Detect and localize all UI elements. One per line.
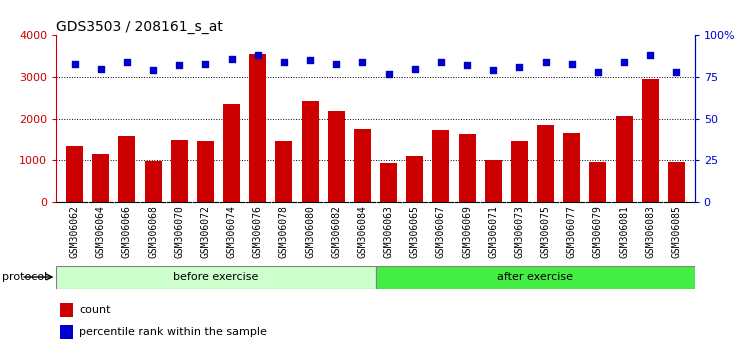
Point: [68, 61, 80, 67]
Point: [225, 56, 237, 62]
Bar: [59, 325, 73, 339]
Point: [592, 69, 604, 75]
Text: GSM306062: GSM306062: [70, 205, 80, 258]
Point: [671, 69, 683, 75]
Text: GSM306063: GSM306063: [384, 205, 394, 258]
Bar: [276, 142, 292, 202]
Point: [487, 68, 499, 73]
Text: GSM306073: GSM306073: [514, 205, 524, 258]
Bar: [354, 130, 371, 202]
Point: [173, 63, 185, 68]
Bar: [511, 142, 528, 202]
Point: [382, 71, 394, 76]
Bar: [197, 141, 214, 202]
Bar: [119, 136, 135, 202]
Bar: [376, 266, 695, 289]
Bar: [223, 104, 240, 202]
Text: GDS3503 / 208161_s_at: GDS3503 / 208161_s_at: [56, 21, 223, 34]
Bar: [641, 79, 659, 202]
Bar: [459, 134, 475, 202]
Point: [252, 52, 264, 58]
Point: [95, 66, 107, 72]
Text: after exercise: after exercise: [497, 272, 573, 282]
Bar: [537, 125, 554, 202]
Text: GSM306074: GSM306074: [227, 205, 237, 258]
Bar: [406, 156, 424, 202]
Bar: [433, 130, 449, 202]
Text: GSM306076: GSM306076: [253, 205, 263, 258]
Text: GSM306083: GSM306083: [645, 205, 655, 258]
Text: GSM306080: GSM306080: [305, 205, 315, 258]
Text: GSM306068: GSM306068: [148, 205, 158, 258]
Point: [200, 61, 212, 67]
Text: protocol: protocol: [2, 272, 47, 282]
Text: GSM306075: GSM306075: [541, 205, 550, 258]
Text: GSM306078: GSM306078: [279, 205, 289, 258]
Point: [618, 59, 630, 65]
Point: [514, 64, 526, 70]
Bar: [380, 163, 397, 202]
Bar: [56, 266, 376, 289]
Bar: [249, 54, 267, 202]
Point: [644, 52, 656, 58]
Point: [566, 61, 578, 67]
Text: GSM306072: GSM306072: [201, 205, 210, 258]
Text: GSM306081: GSM306081: [619, 205, 629, 258]
Text: before exercise: before exercise: [173, 272, 258, 282]
Text: GSM306085: GSM306085: [671, 205, 681, 258]
Bar: [484, 160, 502, 202]
Bar: [170, 140, 188, 202]
Text: GSM306070: GSM306070: [174, 205, 184, 258]
Bar: [66, 145, 83, 202]
Text: GSM306079: GSM306079: [593, 205, 603, 258]
Text: GSM306067: GSM306067: [436, 205, 446, 258]
Bar: [616, 116, 632, 202]
Point: [330, 61, 342, 67]
Bar: [668, 162, 685, 202]
Bar: [145, 161, 161, 202]
Text: count: count: [80, 305, 111, 315]
Bar: [59, 303, 73, 317]
Text: GSM306082: GSM306082: [331, 205, 341, 258]
Text: GSM306069: GSM306069: [462, 205, 472, 258]
Point: [409, 66, 421, 72]
Text: GSM306065: GSM306065: [410, 205, 420, 258]
Point: [539, 59, 551, 65]
Bar: [590, 162, 606, 202]
Bar: [327, 111, 345, 202]
Point: [278, 59, 290, 65]
Point: [357, 59, 369, 65]
Point: [121, 59, 133, 65]
Text: GSM306064: GSM306064: [96, 205, 106, 258]
Point: [304, 57, 316, 63]
Text: GSM306077: GSM306077: [567, 205, 577, 258]
Point: [461, 63, 473, 68]
Bar: [302, 101, 318, 202]
Text: GSM306066: GSM306066: [122, 205, 132, 258]
Bar: [563, 133, 581, 202]
Point: [435, 59, 447, 65]
Bar: [92, 154, 110, 202]
Point: [147, 68, 159, 73]
Text: GSM306071: GSM306071: [488, 205, 498, 258]
Text: percentile rank within the sample: percentile rank within the sample: [80, 327, 267, 337]
Text: GSM306084: GSM306084: [357, 205, 367, 258]
